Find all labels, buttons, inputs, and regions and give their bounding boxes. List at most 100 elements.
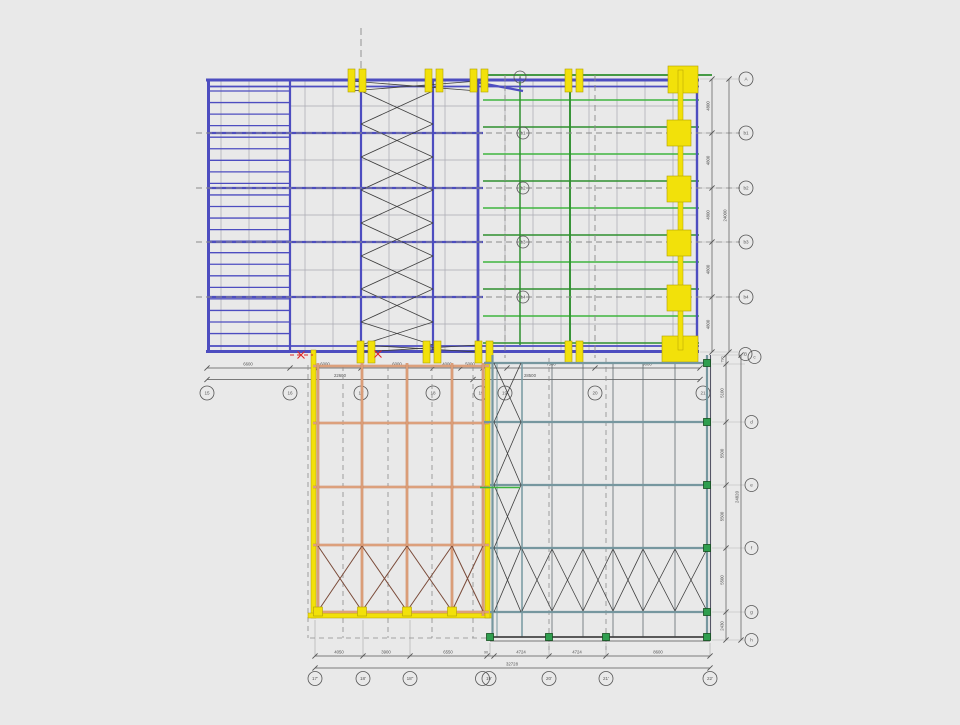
column-marker <box>347 68 356 93</box>
dims-right-lower: 790 5100 5500 5500 5500 2430 24820 Bc d e f g h <box>712 347 762 647</box>
dim-label: 5000 <box>465 362 475 367</box>
dim-tick <box>504 365 510 371</box>
dim-tick <box>723 419 729 425</box>
dim-label: 3900 <box>381 650 391 655</box>
column-marker <box>666 229 692 257</box>
blue-brace <box>469 79 524 93</box>
dim-label: 6600 <box>243 362 253 367</box>
grid-bubble-label: 22' <box>707 676 713 681</box>
dim-label: 5100 <box>720 388 725 398</box>
dim-tick <box>697 365 703 371</box>
grid-bubble <box>481 671 497 686</box>
grid-bubble-label: b1 <box>520 131 526 136</box>
x-brace <box>674 548 708 612</box>
dim-label: 4800 <box>706 155 711 165</box>
grid-bubble-label: b3 <box>520 240 526 245</box>
dim-tick <box>709 185 715 191</box>
column-marker <box>480 68 489 93</box>
dim-label: 4800 <box>706 101 711 111</box>
grid-bubble <box>355 671 371 686</box>
column-marker <box>433 340 442 364</box>
column-base-marker <box>703 608 711 616</box>
grid-bubble <box>598 671 614 686</box>
dim-label: 4000 <box>442 362 452 367</box>
grid-bubble <box>744 415 759 429</box>
grid-bubble <box>307 671 323 686</box>
dim-tick <box>491 653 497 659</box>
yellow-column-line <box>677 69 684 351</box>
dim-tick <box>697 376 703 383</box>
dim-tick <box>287 365 293 371</box>
grid-bubble <box>516 290 530 304</box>
teal-block <box>480 355 712 656</box>
grid-bubble <box>738 347 753 361</box>
grid-bubble-label: 21' <box>603 676 609 681</box>
dim-label: 790 <box>721 357 725 363</box>
dim-tick <box>407 653 413 659</box>
grid-bubble-label: 17' <box>312 676 318 681</box>
dim-total-label: 24820 <box>735 490 740 503</box>
grid-bubble-label: h <box>750 638 753 643</box>
x-brace <box>642 548 676 612</box>
grid-bubble-label: 19' <box>502 391 508 396</box>
column-marker <box>356 340 365 364</box>
x-brace <box>493 547 522 613</box>
dim-label: 22600 <box>334 373 347 378</box>
dim-tick <box>546 653 552 659</box>
yellow-edge <box>310 349 317 619</box>
x-brace <box>612 548 644 612</box>
base-plate <box>357 606 367 617</box>
x-brace <box>360 222 434 257</box>
dim-label: 5500 <box>720 575 725 585</box>
grid-bubble-label: b2 <box>743 186 749 191</box>
column-marker <box>422 340 431 364</box>
base-plate <box>447 606 457 617</box>
grid-bubble-label: a <box>519 75 522 80</box>
grid-bubble <box>587 385 603 401</box>
dim-tick <box>738 637 744 643</box>
column-base-marker <box>703 544 711 552</box>
grid-bubble <box>425 385 441 401</box>
grid-bubble <box>744 605 759 619</box>
column-marker <box>575 68 584 93</box>
dim-label: 4724 <box>516 650 526 655</box>
dim-tick <box>723 482 729 488</box>
dim-label: 5500 <box>720 448 725 458</box>
column-marker <box>666 175 692 203</box>
grid-bubble-label: 21 <box>700 391 706 396</box>
dim-label: 8600 <box>653 650 663 655</box>
dim-tick <box>707 653 713 659</box>
column-marker <box>564 340 573 364</box>
grid-bubble-label: b4 <box>743 295 749 300</box>
column-marker <box>469 68 478 93</box>
x-brace <box>521 548 553 612</box>
dim-tick <box>707 665 713 671</box>
column-marker <box>435 68 444 93</box>
column-base-marker <box>486 633 494 641</box>
dim-tick <box>360 653 366 659</box>
grid-bubble-label: 18 <box>430 391 436 396</box>
column-base-marker <box>703 633 711 641</box>
grid-bubble-label: b1 <box>743 131 749 136</box>
dim-tick <box>592 365 598 371</box>
dim-label: 28500 <box>524 373 537 378</box>
dim-tick <box>723 637 729 643</box>
dim-tick <box>723 352 729 358</box>
column-base-marker <box>545 633 553 641</box>
column-marker <box>424 68 433 93</box>
grid-bubble <box>744 633 759 647</box>
dim-label: 4724 <box>572 650 582 655</box>
dim-label: 90 <box>484 651 488 655</box>
dim-total-label: 24000 <box>723 209 728 222</box>
grid-bubble <box>541 671 557 686</box>
dim-tick <box>726 76 732 82</box>
base-plate <box>313 606 323 617</box>
column-marker <box>367 340 376 364</box>
dim-label: 6000 <box>320 362 330 367</box>
x-brace <box>582 548 614 612</box>
dim-tick <box>709 239 715 245</box>
dim-label: 4800 <box>706 264 711 274</box>
column-marker <box>474 340 483 364</box>
